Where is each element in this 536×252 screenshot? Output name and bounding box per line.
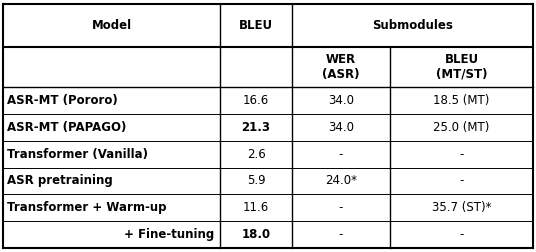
Text: -: -: [459, 148, 464, 161]
Text: 5.9: 5.9: [247, 174, 265, 187]
Text: WER
(ASR): WER (ASR): [322, 53, 360, 81]
Text: -: -: [339, 228, 343, 241]
Text: -: -: [459, 228, 464, 241]
Text: -: -: [339, 201, 343, 214]
Text: Transformer (Vanilla): Transformer (Vanilla): [7, 148, 148, 161]
Text: BLEU
(MT/ST): BLEU (MT/ST): [436, 53, 487, 81]
Text: 21.3: 21.3: [242, 121, 271, 134]
Text: ASR pretraining: ASR pretraining: [7, 174, 113, 187]
Text: -: -: [459, 174, 464, 187]
Text: BLEU: BLEU: [239, 19, 273, 32]
Text: 24.0*: 24.0*: [325, 174, 357, 187]
Text: + Fine-tuning: + Fine-tuning: [124, 228, 214, 241]
Text: ASR-MT (PAPAGO): ASR-MT (PAPAGO): [7, 121, 126, 134]
Text: 11.6: 11.6: [243, 201, 269, 214]
Text: ASR-MT (Pororo): ASR-MT (Pororo): [7, 94, 118, 107]
Text: 2.6: 2.6: [247, 148, 265, 161]
Text: 34.0: 34.0: [328, 94, 354, 107]
Text: 18.0: 18.0: [242, 228, 271, 241]
Text: Transformer + Warm-up: Transformer + Warm-up: [7, 201, 167, 214]
Text: 34.0: 34.0: [328, 121, 354, 134]
Text: -: -: [339, 148, 343, 161]
Text: 16.6: 16.6: [243, 94, 269, 107]
Text: 25.0 (MT): 25.0 (MT): [434, 121, 490, 134]
Text: Submodules: Submodules: [372, 19, 453, 32]
Text: Model: Model: [92, 19, 131, 32]
Text: 18.5 (MT): 18.5 (MT): [434, 94, 490, 107]
Text: 35.7 (ST)*: 35.7 (ST)*: [432, 201, 492, 214]
